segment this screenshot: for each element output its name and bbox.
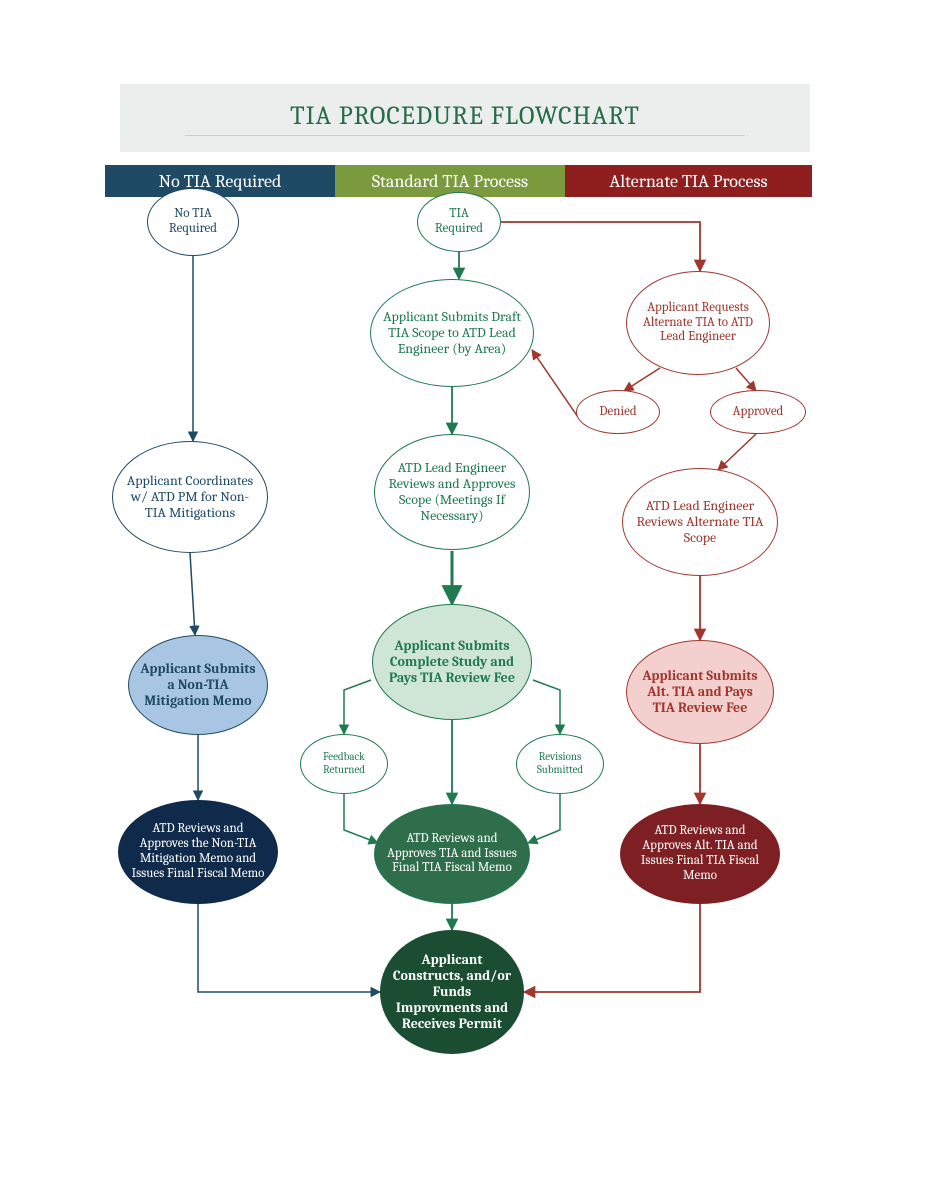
flowchart-node-fbL: Feedback Returned: [300, 734, 388, 794]
flowchart-node-fbR: Revisions Submitted: [516, 734, 604, 794]
flowchart-node-s2: Applicant Submits Draft TIA Scope to ATD…: [370, 279, 534, 387]
flowchart-node-fin: Applicant Constructs, and/or Funds Impro…: [380, 930, 524, 1054]
flowchart-edge: [718, 434, 756, 470]
flowchart-node-s4: Applicant Submits Complete Study and Pay…: [372, 604, 532, 720]
flowchart-node-n1: No TIA Required: [147, 188, 239, 256]
column-header-left: No TIA Required: [105, 165, 335, 197]
flowchart-node-n2: Applicant Coordinates w/ ATD PM for Non-…: [112, 441, 268, 553]
flowchart-edge: [624, 368, 660, 391]
flowchart-node-s1: TIA Required: [417, 192, 501, 252]
flowchart-edge: [501, 222, 700, 271]
flowchart-edge: [533, 680, 560, 734]
page-title: TIA PROCEDURE FLOWCHART: [185, 101, 745, 136]
flowchart-node-aD: Denied: [576, 390, 660, 434]
flowchart-node-s5: ATD Reviews and Approves TIA and Issues …: [374, 804, 530, 904]
flowchart-node-n4: ATD Reviews and Approves the Non-TIA Mit…: [118, 800, 278, 904]
flowchart-node-s3: ATD Lead Engineer Reviews and Approves S…: [374, 434, 530, 550]
flowchart-node-aA: Approved: [710, 390, 806, 434]
title-bar: TIA PROCEDURE FLOWCHART: [120, 84, 810, 152]
flowchart-edge: [190, 553, 195, 635]
flowchart-node-a2: ATD Lead Engineer Reviews Alternate TIA …: [622, 468, 778, 576]
column-header-right: Alternate TIA Process: [565, 165, 812, 197]
flowchart-edge: [532, 350, 580, 420]
flowchart-edge: [528, 794, 560, 843]
flowchart-edge: [736, 368, 756, 391]
flowchart-edge: [524, 904, 700, 992]
flowchart-edge: [198, 904, 380, 992]
flowchart-node-a1: Applicant Requests Alternate TIA to ATD …: [626, 271, 770, 375]
flowchart-node-a4: ATD Reviews and Approves Alt. TIA and Is…: [620, 804, 780, 904]
flowchart-node-a3: Applicant Submits Alt. TIA and Pays TIA …: [626, 640, 774, 744]
flowchart-node-n3: Applicant Submits a Non-TIA Mitigation M…: [128, 635, 268, 735]
flowchart-edge: [344, 680, 371, 734]
flowchart-edge: [344, 794, 378, 843]
